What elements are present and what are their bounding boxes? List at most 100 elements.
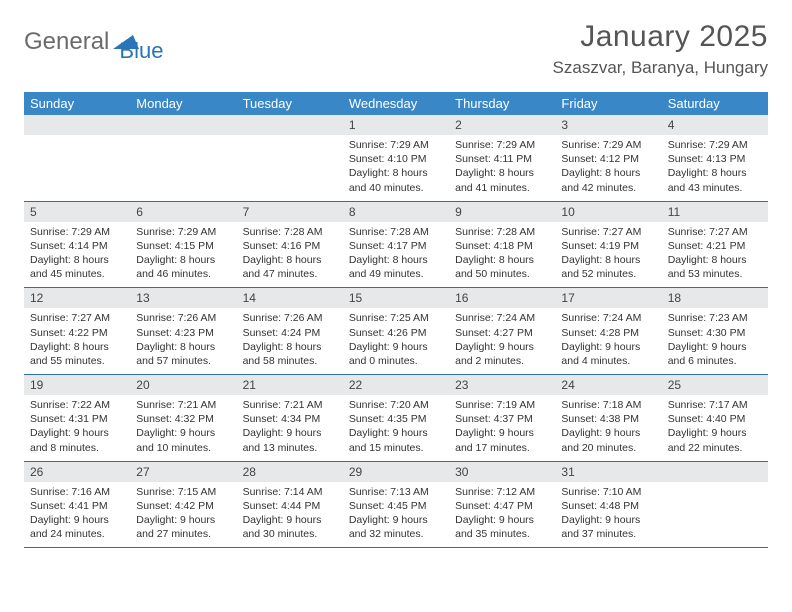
daylight-text: Daylight: 8 hours and 53 minutes. — [668, 253, 762, 281]
dow-wednesday: Wednesday — [343, 92, 449, 115]
sunset-text: Sunset: 4:16 PM — [243, 239, 337, 253]
sunset-text: Sunset: 4:28 PM — [561, 326, 655, 340]
daylight-text: Daylight: 9 hours and 10 minutes. — [136, 426, 230, 454]
sunrise-text: Sunrise: 7:29 AM — [349, 138, 443, 152]
day-cell: 23Sunrise: 7:19 AMSunset: 4:37 PMDayligh… — [449, 375, 555, 462]
day-body: Sunrise: 7:25 AMSunset: 4:26 PMDaylight:… — [343, 308, 449, 374]
day-cell: 28Sunrise: 7:14 AMSunset: 4:44 PMDayligh… — [237, 462, 343, 549]
dow-friday: Friday — [555, 92, 661, 115]
sunset-text: Sunset: 4:38 PM — [561, 412, 655, 426]
daylight-text: Daylight: 9 hours and 4 minutes. — [561, 340, 655, 368]
day-cell — [24, 115, 130, 202]
dow-row: Sunday Monday Tuesday Wednesday Thursday… — [24, 92, 768, 115]
sunrise-text: Sunrise: 7:12 AM — [455, 485, 549, 499]
day-cell: 29Sunrise: 7:13 AMSunset: 4:45 PMDayligh… — [343, 462, 449, 549]
daylight-text: Daylight: 9 hours and 30 minutes. — [243, 513, 337, 541]
dow-monday: Monday — [130, 92, 236, 115]
day-number — [130, 115, 236, 135]
sunset-text: Sunset: 4:32 PM — [136, 412, 230, 426]
daylight-text: Daylight: 9 hours and 15 minutes. — [349, 426, 443, 454]
daylight-text: Daylight: 9 hours and 17 minutes. — [455, 426, 549, 454]
day-number: 4 — [662, 115, 768, 135]
day-cell: 7Sunrise: 7:28 AMSunset: 4:16 PMDaylight… — [237, 202, 343, 289]
day-number: 5 — [24, 202, 130, 222]
logo-text-general: General — [24, 28, 109, 56]
day-number — [662, 462, 768, 482]
day-body — [24, 135, 130, 197]
sunset-text: Sunset: 4:44 PM — [243, 499, 337, 513]
sunrise-text: Sunrise: 7:19 AM — [455, 398, 549, 412]
day-number: 30 — [449, 462, 555, 482]
day-cell: 13Sunrise: 7:26 AMSunset: 4:23 PMDayligh… — [130, 288, 236, 375]
logo-text-blue: Blue — [119, 38, 163, 64]
day-body: Sunrise: 7:28 AMSunset: 4:17 PMDaylight:… — [343, 222, 449, 288]
day-body: Sunrise: 7:29 AMSunset: 4:15 PMDaylight:… — [130, 222, 236, 288]
day-number: 17 — [555, 288, 661, 308]
daylight-text: Daylight: 8 hours and 58 minutes. — [243, 340, 337, 368]
day-body: Sunrise: 7:27 AMSunset: 4:19 PMDaylight:… — [555, 222, 661, 288]
day-cell: 18Sunrise: 7:23 AMSunset: 4:30 PMDayligh… — [662, 288, 768, 375]
sunrise-text: Sunrise: 7:23 AM — [668, 311, 762, 325]
day-body: Sunrise: 7:19 AMSunset: 4:37 PMDaylight:… — [449, 395, 555, 461]
day-number: 10 — [555, 202, 661, 222]
day-body: Sunrise: 7:29 AMSunset: 4:13 PMDaylight:… — [662, 135, 768, 201]
day-body: Sunrise: 7:28 AMSunset: 4:18 PMDaylight:… — [449, 222, 555, 288]
title-block: January 2025 Szaszvar, Baranya, Hungary — [553, 20, 768, 78]
day-body: Sunrise: 7:28 AMSunset: 4:16 PMDaylight:… — [237, 222, 343, 288]
sunrise-text: Sunrise: 7:27 AM — [561, 225, 655, 239]
day-cell: 25Sunrise: 7:17 AMSunset: 4:40 PMDayligh… — [662, 375, 768, 462]
daylight-text: Daylight: 9 hours and 35 minutes. — [455, 513, 549, 541]
daylight-text: Daylight: 8 hours and 43 minutes. — [668, 166, 762, 194]
day-cell: 11Sunrise: 7:27 AMSunset: 4:21 PMDayligh… — [662, 202, 768, 289]
daylight-text: Daylight: 9 hours and 22 minutes. — [668, 426, 762, 454]
sunrise-text: Sunrise: 7:27 AM — [668, 225, 762, 239]
day-body — [237, 135, 343, 197]
sunset-text: Sunset: 4:41 PM — [30, 499, 124, 513]
daylight-text: Daylight: 8 hours and 57 minutes. — [136, 340, 230, 368]
day-cell: 5Sunrise: 7:29 AMSunset: 4:14 PMDaylight… — [24, 202, 130, 289]
daylight-text: Daylight: 8 hours and 50 minutes. — [455, 253, 549, 281]
day-number: 6 — [130, 202, 236, 222]
day-number: 20 — [130, 375, 236, 395]
daylight-text: Daylight: 9 hours and 24 minutes. — [30, 513, 124, 541]
day-body: Sunrise: 7:24 AMSunset: 4:28 PMDaylight:… — [555, 308, 661, 374]
daylight-text: Daylight: 8 hours and 49 minutes. — [349, 253, 443, 281]
sunrise-text: Sunrise: 7:20 AM — [349, 398, 443, 412]
day-body: Sunrise: 7:29 AMSunset: 4:10 PMDaylight:… — [343, 135, 449, 201]
day-body — [130, 135, 236, 197]
daylight-text: Daylight: 8 hours and 45 minutes. — [30, 253, 124, 281]
day-cell: 24Sunrise: 7:18 AMSunset: 4:38 PMDayligh… — [555, 375, 661, 462]
dow-thursday: Thursday — [449, 92, 555, 115]
day-body: Sunrise: 7:12 AMSunset: 4:47 PMDaylight:… — [449, 482, 555, 548]
sunrise-text: Sunrise: 7:29 AM — [455, 138, 549, 152]
sunrise-text: Sunrise: 7:25 AM — [349, 311, 443, 325]
day-cell: 19Sunrise: 7:22 AMSunset: 4:31 PMDayligh… — [24, 375, 130, 462]
day-body: Sunrise: 7:20 AMSunset: 4:35 PMDaylight:… — [343, 395, 449, 461]
day-body: Sunrise: 7:14 AMSunset: 4:44 PMDaylight:… — [237, 482, 343, 548]
day-number: 21 — [237, 375, 343, 395]
sunrise-text: Sunrise: 7:27 AM — [30, 311, 124, 325]
dow-saturday: Saturday — [662, 92, 768, 115]
day-body: Sunrise: 7:17 AMSunset: 4:40 PMDaylight:… — [662, 395, 768, 461]
dow-sunday: Sunday — [24, 92, 130, 115]
sunrise-text: Sunrise: 7:15 AM — [136, 485, 230, 499]
sunrise-text: Sunrise: 7:17 AM — [668, 398, 762, 412]
sunset-text: Sunset: 4:45 PM — [349, 499, 443, 513]
calendar-week: 1Sunrise: 7:29 AMSunset: 4:10 PMDaylight… — [24, 115, 768, 202]
sunrise-text: Sunrise: 7:13 AM — [349, 485, 443, 499]
day-body: Sunrise: 7:10 AMSunset: 4:48 PMDaylight:… — [555, 482, 661, 548]
sunset-text: Sunset: 4:17 PM — [349, 239, 443, 253]
day-cell: 2Sunrise: 7:29 AMSunset: 4:11 PMDaylight… — [449, 115, 555, 202]
day-number: 9 — [449, 202, 555, 222]
sunset-text: Sunset: 4:18 PM — [455, 239, 549, 253]
day-number: 7 — [237, 202, 343, 222]
calendar-week: 26Sunrise: 7:16 AMSunset: 4:41 PMDayligh… — [24, 462, 768, 549]
day-cell: 3Sunrise: 7:29 AMSunset: 4:12 PMDaylight… — [555, 115, 661, 202]
day-body: Sunrise: 7:18 AMSunset: 4:38 PMDaylight:… — [555, 395, 661, 461]
day-number: 31 — [555, 462, 661, 482]
sunrise-text: Sunrise: 7:26 AM — [243, 311, 337, 325]
sunrise-text: Sunrise: 7:21 AM — [136, 398, 230, 412]
day-number: 8 — [343, 202, 449, 222]
day-cell: 26Sunrise: 7:16 AMSunset: 4:41 PMDayligh… — [24, 462, 130, 549]
daylight-text: Daylight: 9 hours and 27 minutes. — [136, 513, 230, 541]
